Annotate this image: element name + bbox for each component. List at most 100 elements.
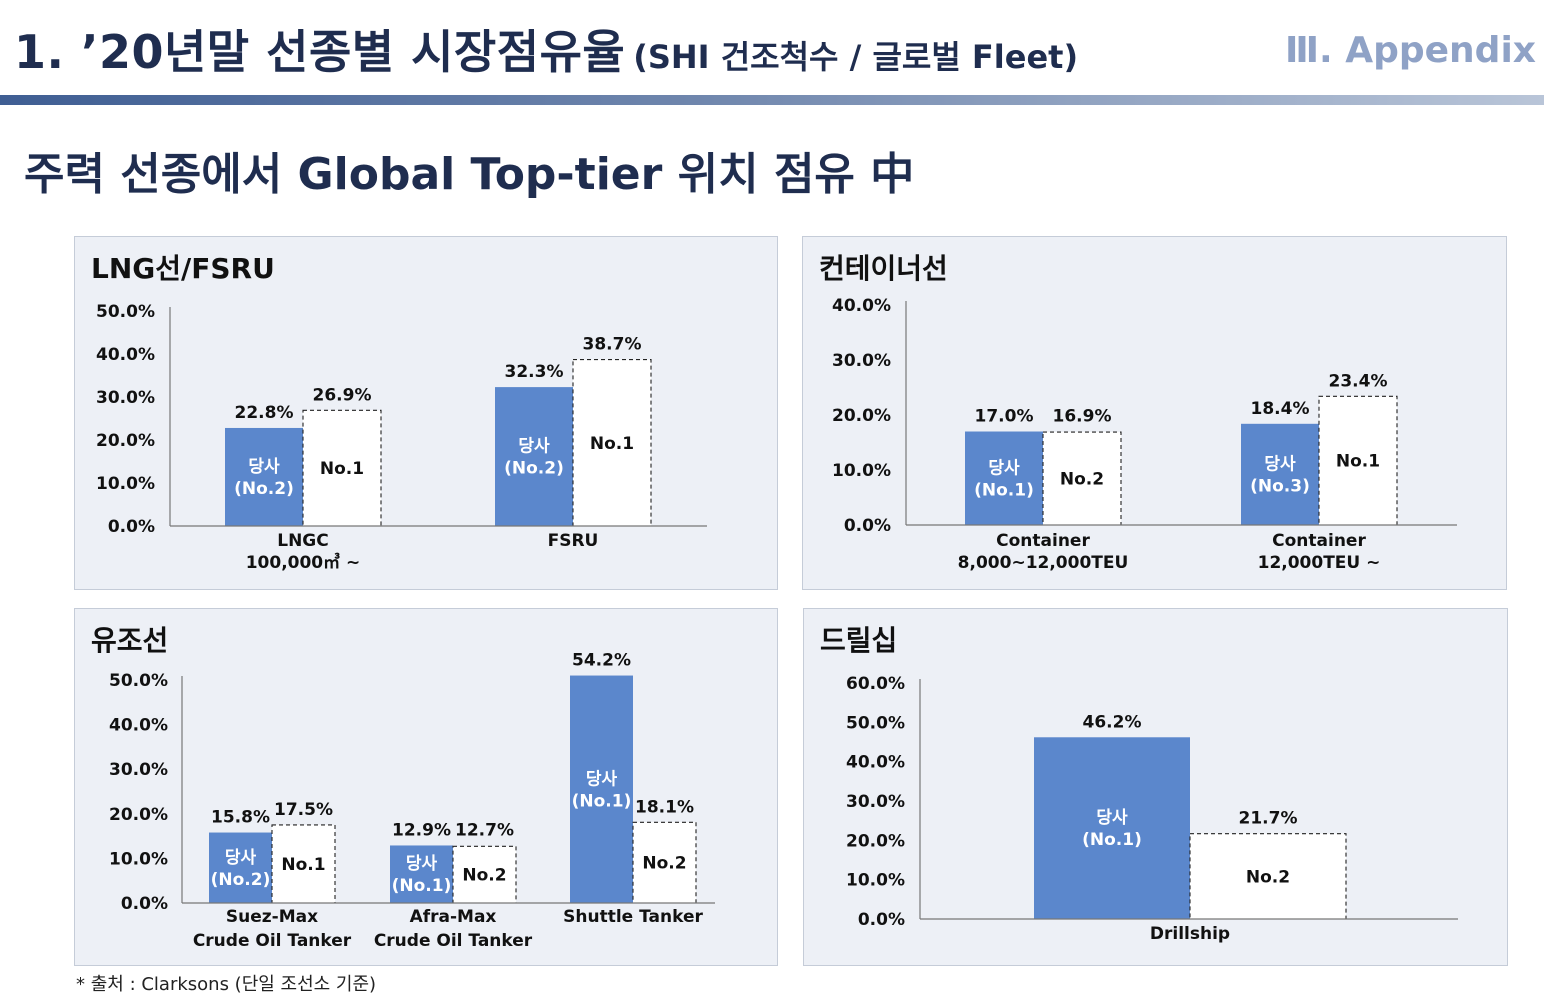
source-footnote: * 출처 : Clarksons (단일 조선소 기준) <box>76 974 377 995</box>
own-bar <box>390 845 453 903</box>
rank-value-label: 12.7% <box>455 820 514 840</box>
own-value-label: 17.0% <box>975 407 1034 427</box>
rank-bar <box>452 845 517 904</box>
rank-value-label: 23.4% <box>1329 371 1388 391</box>
rank-value-label: 21.7% <box>1239 809 1298 829</box>
y-tick-label: 50.0% <box>96 302 155 322</box>
category-label: 100,000㎥ ~ <box>246 552 361 573</box>
lng-fsru-chart-panel: LNG선/FSRU 0.0% 10.0% 20.0% 30.0% 40.0% 50.0% 2… <box>74 236 778 590</box>
rank-bar-label: No.2 <box>642 854 686 874</box>
category-label: LNGC <box>277 531 329 551</box>
y-tick-label: 0.0% <box>858 910 905 930</box>
chart-title: 유조선 <box>91 624 169 657</box>
own-bar-label: 당사 <box>225 848 257 868</box>
header-divider-bar <box>0 95 1544 105</box>
own-bar-label: 당사 <box>1096 808 1128 828</box>
y-tick-label: 30.0% <box>846 792 905 812</box>
y-tick-label: 30.0% <box>96 388 155 408</box>
own-value-label: 22.8% <box>235 403 294 423</box>
section-label: Ⅲ. Appendix <box>1284 30 1536 71</box>
own-value-label: 18.4% <box>1251 399 1310 419</box>
y-tick-label: 10.0% <box>846 871 905 891</box>
category-label: Drillship <box>1150 924 1230 944</box>
y-tick-label: 40.0% <box>832 296 891 316</box>
y-tick-label: 30.0% <box>832 351 891 371</box>
y-tick-label: 50.0% <box>846 713 905 733</box>
rank-bar-label: No.2 <box>462 866 506 886</box>
own-bar-label: (No.1) <box>1082 830 1142 850</box>
own-bar-label: 당사 <box>586 769 618 789</box>
rank-bar-label: No.1 <box>590 434 634 454</box>
rank-bar-label: No.1 <box>320 459 364 479</box>
own-bar-label: (No.2) <box>504 459 564 479</box>
container-ship-bar-chart: 0.0%10.0%20.0%30.0%40.0%17.0%당사(No.1)16.… <box>832 296 1457 573</box>
y-tick-label: 0.0% <box>844 516 891 536</box>
own-bar <box>570 675 633 903</box>
rank-value-label: 18.1% <box>635 797 694 817</box>
own-bar-label: (No.2) <box>211 870 271 890</box>
category-label: Shuttle Tanker <box>563 907 703 927</box>
own-bar <box>965 431 1043 525</box>
rank-bar <box>1318 395 1398 526</box>
own-bar <box>225 427 303 526</box>
category-label: 12,000TEU ~ <box>1258 553 1381 573</box>
chart-title: 컨테이너선 <box>819 252 948 285</box>
rank-bar <box>1042 431 1122 526</box>
y-tick-label: 40.0% <box>109 716 168 736</box>
own-value-label: 54.2% <box>572 651 631 671</box>
category-label: Suez-Max <box>226 907 318 927</box>
rank-bar <box>572 359 652 527</box>
category-label: Crude Oil Tanker <box>193 931 352 951</box>
container-ship-chart-panel: 컨테이너선 0.0% 10.0% 20.0% 30.0% 40.0% 17.0% 당사 (No… <box>802 236 1507 590</box>
y-tick-label: 20.0% <box>96 431 155 451</box>
y-tick-label: 40.0% <box>846 753 905 773</box>
rank-bar-label: No.1 <box>281 855 325 875</box>
own-value-label: 12.9% <box>392 820 451 840</box>
page-title-sub: (SHI 건조척수 / 글로벌 Fleet) <box>633 38 1079 76</box>
category-label: Crude Oil Tanker <box>374 931 533 951</box>
page-title-main: 1. ’20년말 선종별 시장점유율 <box>14 25 626 79</box>
own-bar <box>1034 737 1190 919</box>
y-tick-label: 40.0% <box>96 345 155 365</box>
chart-title: LNG선/FSRU <box>91 252 275 285</box>
drillship-chart-panel: 드릴십 0.0% 10.0% 20.0% 30.0% 40.0% 50.0% 60.0% 46… <box>803 608 1508 966</box>
own-bar-label: 당사 <box>1264 454 1296 474</box>
category-label: Container <box>996 531 1090 551</box>
own-bar-label: 당사 <box>988 458 1020 478</box>
own-bar <box>1241 423 1319 525</box>
y-tick-label: 50.0% <box>109 671 168 691</box>
y-tick-label: 0.0% <box>108 517 155 537</box>
y-tick-label: 20.0% <box>846 831 905 851</box>
rank-bar-label: No.2 <box>1060 470 1104 490</box>
rank-value-label: 38.7% <box>583 335 642 355</box>
y-tick-label: 10.0% <box>832 461 891 481</box>
y-tick-label: 10.0% <box>96 474 155 494</box>
category-label: Afra-Max <box>410 907 497 927</box>
y-tick-label: 30.0% <box>109 760 168 780</box>
own-bar-label: (No.1) <box>392 876 452 896</box>
own-value-label: 46.2% <box>1083 712 1142 732</box>
rank-bar <box>1189 833 1347 920</box>
own-bar-label: (No.3) <box>1250 476 1310 496</box>
category-label: 8,000~12,000TEU <box>958 553 1129 573</box>
tanker-bar-chart: 0.0%10.0%20.0%30.0%40.0%50.0%15.8%당사(No.… <box>109 651 715 951</box>
own-bar-label: 당사 <box>406 854 438 874</box>
drillship-bar-chart: 0.0% 10.0% 20.0% 30.0% 40.0% 50.0% 60.0% 46.2% 당… <box>846 674 1458 944</box>
chart-title: 드릴십 <box>820 624 898 657</box>
y-tick-label: 10.0% <box>109 849 168 869</box>
rank-value-label: 16.9% <box>1053 407 1112 427</box>
own-bar-label: (No.2) <box>234 479 294 499</box>
own-bar-label: 당사 <box>248 457 280 477</box>
rank-value-label: 17.5% <box>274 800 333 820</box>
y-tick-label: 0.0% <box>121 894 168 914</box>
category-label: Container <box>1272 531 1366 551</box>
own-bar-label: 당사 <box>518 437 550 457</box>
rank-bar-label: No.1 <box>1336 452 1380 472</box>
y-tick-label: 20.0% <box>109 805 168 825</box>
own-bar <box>495 387 573 526</box>
rank-value-label: 26.9% <box>313 385 372 405</box>
rank-bar <box>632 821 697 904</box>
lng-fsru-bar-chart: 0.0%10.0%20.0%30.0%40.0%50.0%22.8%당사(No.… <box>96 302 707 573</box>
page-subtitle: 주력 선종에서 Global Top-tier 위치 점유 中 <box>24 149 915 200</box>
own-bar <box>209 832 272 903</box>
